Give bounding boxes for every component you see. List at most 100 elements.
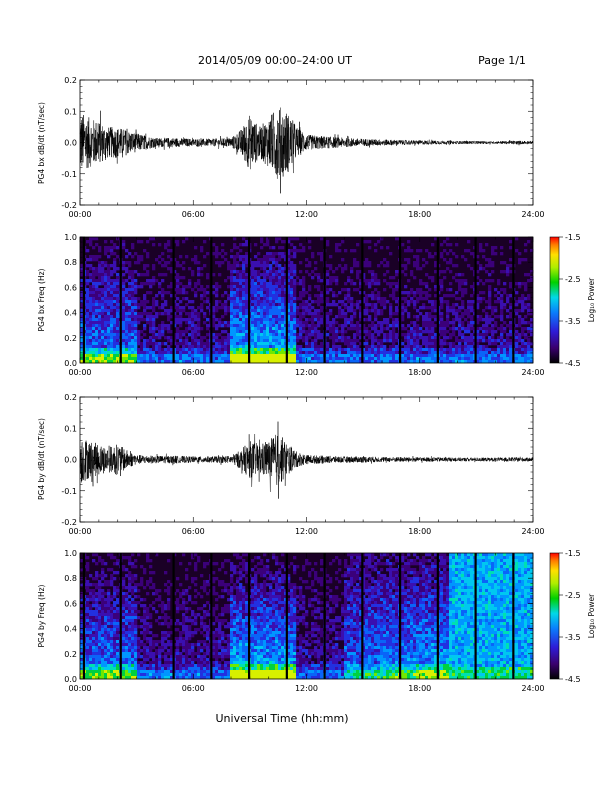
spectrogram-cell: [134, 577, 138, 581]
spectrogram-cell: [155, 327, 159, 331]
spectrogram-cell: [416, 324, 420, 328]
spectrogram-cell: [86, 297, 90, 301]
spectrogram-cell: [179, 354, 183, 358]
spectrogram-cell: [503, 354, 507, 358]
spectrogram-cell: [113, 291, 117, 295]
spectrogram-cell: [245, 300, 249, 304]
spectrogram-cell: [116, 655, 120, 659]
spectrogram-cell: [503, 288, 507, 292]
spectrogram-cell: [197, 315, 201, 319]
spectrogram-cell: [152, 297, 156, 301]
spectrogram-cell: [86, 580, 90, 584]
spectrogram-cell: [392, 327, 396, 331]
spectrogram-cell: [281, 270, 285, 274]
spectrogram-cell: [212, 285, 216, 289]
spectrogram-cell: [107, 324, 111, 328]
spectrogram-cell: [527, 297, 531, 301]
spectrogram-cell: [377, 240, 381, 244]
spectrogram-cell: [365, 357, 369, 361]
spectrogram-cell: [113, 643, 117, 647]
spectrogram-cell: [257, 282, 261, 286]
spectrogram-cell: [431, 354, 435, 358]
spectrogram-cell: [86, 622, 90, 626]
spectrogram-cell: [86, 604, 90, 608]
spectrogram-cell: [341, 336, 345, 340]
spectrogram-cell: [113, 646, 117, 650]
spectrogram-cell: [353, 339, 357, 343]
spectrogram-cell: [521, 339, 525, 343]
spectrogram-cell: [371, 309, 375, 313]
spectrogram-cell: [434, 339, 438, 343]
spectrogram-cell: [407, 354, 411, 358]
spectrogram-cell: [314, 294, 318, 298]
spectrogram-cell: [143, 625, 147, 629]
spectrogram-cell: [419, 291, 423, 295]
spectrogram-cell: [104, 619, 108, 623]
spectrogram-cell: [281, 348, 285, 352]
spectrogram-cell: [131, 577, 135, 581]
spectrogram-cell: [113, 562, 117, 566]
spectrogram-cell: [116, 306, 120, 310]
spectrogram-cell: [140, 315, 144, 319]
spectrogram-cell: [95, 655, 99, 659]
spectrogram-cell: [293, 336, 297, 340]
spectrogram-cell: [326, 291, 330, 295]
spectrogram-cell: [272, 315, 276, 319]
spectrogram-cell: [257, 285, 261, 289]
spectrogram-cell: [233, 354, 237, 358]
spectrogram-cell: [467, 339, 471, 343]
spectrogram-cell: [320, 297, 324, 301]
spectrogram-cell: [293, 270, 297, 274]
y-axis-label: PG4 by Freq (Hz): [37, 584, 46, 647]
spectrogram-cell: [263, 345, 267, 349]
spectrogram-cell: [98, 625, 102, 629]
spectrogram-cell: [461, 312, 465, 316]
spectrogram-cell: [224, 330, 228, 334]
spectrogram-cell: [254, 255, 258, 259]
spectrogram-cell: [110, 324, 114, 328]
spectrogram-cell: [251, 321, 255, 325]
spectrogram-cell: [278, 273, 282, 277]
spectrogram-cell: [404, 354, 408, 358]
spectrogram-cell: [458, 327, 462, 331]
spectrogram-cell: [287, 237, 291, 241]
spectrogram-cell: [497, 357, 501, 361]
spectrogram-cell: [101, 571, 105, 575]
axes-group: 00:00 06:00 12:00 18:00 24:000.20.10.0-0.1-0…: [61, 393, 544, 536]
spectrogram-cell: [524, 321, 528, 325]
spectrogram-cell: [482, 297, 486, 301]
spectrogram-cell: [134, 586, 138, 590]
spectrogram-cell: [95, 327, 99, 331]
spectrogram-cell: [389, 315, 393, 319]
spectrogram-cell: [98, 673, 102, 677]
spectrogram-cell: [104, 300, 108, 304]
spectrogram-cell: [404, 345, 408, 349]
spectrogram-cell: [101, 619, 105, 623]
spectrogram-cell: [281, 324, 285, 328]
spectrogram-cell: [152, 315, 156, 319]
spectrogram-cell: [257, 312, 261, 316]
spectrogram-cell: [449, 321, 453, 325]
spectrogram-cell: [230, 345, 234, 349]
spectrogram-cell: [422, 258, 426, 262]
spectrogram-cell: [266, 303, 270, 307]
spectrogram-cell: [458, 351, 462, 355]
spectrogram-cell: [113, 604, 117, 608]
spectrogram-cell: [113, 664, 117, 668]
spectrogram-cell: [362, 327, 366, 331]
spectrogram-cell: [377, 297, 381, 301]
spectrogram-cell: [347, 345, 351, 349]
spectrogram-cell: [122, 664, 126, 668]
spectrogram-cell: [230, 351, 234, 355]
spectrogram-cell: [368, 330, 372, 334]
spectrogram-cell: [479, 345, 483, 349]
spectrogram-cell: [128, 354, 132, 358]
spectrogram-cell: [134, 291, 138, 295]
spectrogram-cell: [92, 559, 96, 563]
spectrogram-cell: [101, 610, 105, 614]
spectrogram-cell: [260, 306, 264, 310]
spectrogram-cell: [167, 267, 171, 271]
spectrogram-cell: [488, 264, 492, 268]
spectrogram-cell: [179, 312, 183, 316]
spectrogram-cell: [299, 360, 303, 364]
